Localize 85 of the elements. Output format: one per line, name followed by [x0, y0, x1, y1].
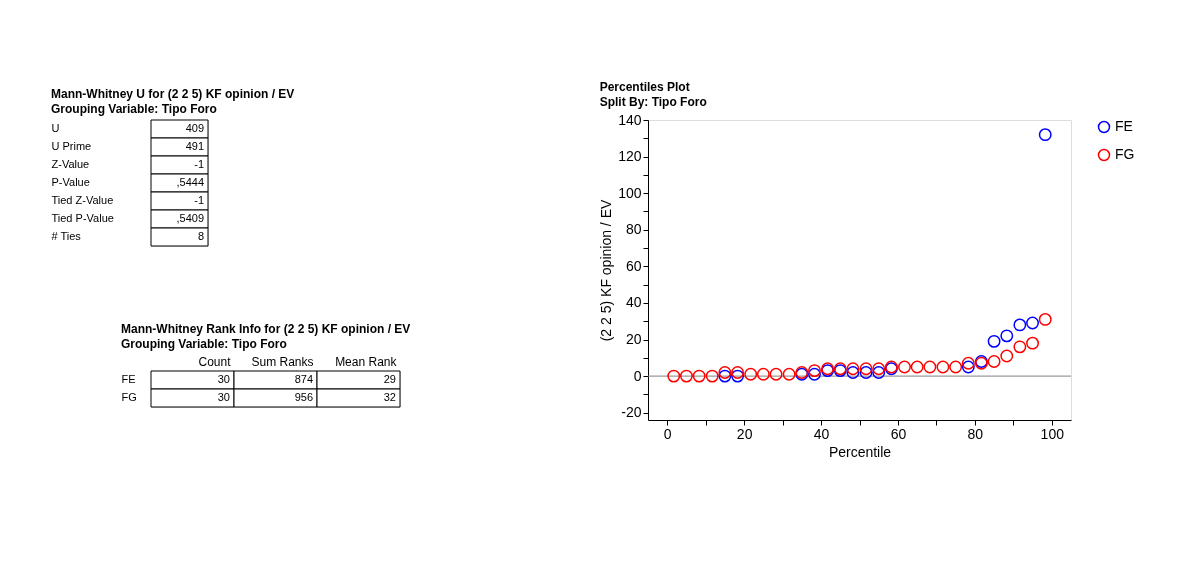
- data-label: 956: [294, 391, 313, 403]
- point: [987, 355, 1001, 368]
- text: Mann-Whitney U for (2 2 5) KF opinion / EV: [51, 86, 295, 101]
- y-tick-label: 0: [633, 367, 642, 384]
- point: [1000, 349, 1014, 363]
- point: [910, 360, 924, 374]
- category-label: Tied P-Value: [51, 212, 114, 224]
- text: 8: [197, 230, 204, 242]
- y-tick-label: 140: [618, 111, 642, 128]
- point: [1000, 329, 1014, 343]
- point: [1038, 128, 1052, 142]
- point: [718, 366, 732, 379]
- chart-subtitle: Split By: Tipo Foro: [599, 95, 707, 109]
- category-label: U Prime: [51, 140, 92, 152]
- point: [744, 367, 758, 381]
- x-tick-label: 80: [967, 425, 984, 442]
- data-label: 874: [294, 373, 313, 385]
- text: ,5444: [176, 176, 204, 188]
- legend-label: FE: [1115, 118, 1133, 134]
- point: [667, 369, 681, 383]
- point: [846, 362, 860, 376]
- chart-title: Percentiles Plot: [599, 80, 690, 94]
- text: Mann-Whitney Rank Info for (2 2 5) KF opinion / EV: [121, 322, 411, 336]
- series-label: Mean Rank: [335, 354, 398, 369]
- category-label: Z-Value: [51, 158, 90, 170]
- point: [1013, 340, 1027, 354]
- y-tick-label: 100: [618, 184, 642, 201]
- point: [987, 334, 1001, 348]
- point: [898, 360, 911, 374]
- y-tick-label: 20: [625, 331, 642, 348]
- point: [1038, 312, 1052, 326]
- point: [718, 369, 732, 383]
- data-label: 29: [383, 373, 396, 385]
- point: [1013, 318, 1027, 332]
- point: [872, 362, 886, 376]
- series-label: Sum Ranks: [251, 354, 314, 369]
- data-label: 30: [217, 373, 230, 385]
- text: -1: [194, 158, 204, 170]
- point: [756, 367, 770, 381]
- x-tick-label: 20: [736, 425, 753, 442]
- legend-label: FG: [1115, 146, 1135, 162]
- series-label: Count: [198, 354, 232, 369]
- point: [731, 366, 745, 379]
- x-tick-label: 40: [813, 425, 830, 442]
- text: 409: [185, 122, 204, 134]
- point: [769, 367, 783, 381]
- point: [731, 369, 745, 383]
- point: [923, 360, 937, 374]
- y-tick-label: 120: [618, 148, 642, 165]
- point: [859, 366, 873, 379]
- data-label: 32: [383, 391, 396, 403]
- text: 491: [185, 140, 204, 152]
- text: Grouping Variable: Tipo Foro: [121, 337, 287, 351]
- point: [1026, 336, 1039, 350]
- point: [872, 366, 886, 379]
- category-label: FG: [121, 391, 137, 403]
- point: [692, 369, 706, 383]
- point: [961, 360, 975, 374]
- category-label: # Ties: [51, 230, 82, 242]
- text: ,5409: [176, 212, 204, 224]
- category-label: FE: [121, 373, 136, 385]
- point: [859, 362, 873, 376]
- point: [705, 369, 719, 383]
- y-tick-label: 80: [625, 221, 642, 238]
- point: [846, 366, 860, 379]
- category-label: Tied Z-Value: [51, 194, 114, 206]
- point: [949, 360, 963, 374]
- x-tick-label: 100: [1040, 425, 1065, 442]
- point: [936, 360, 950, 374]
- x-tick-label: 60: [890, 425, 907, 442]
- y-tick-label: -20: [621, 404, 642, 421]
- point: [680, 369, 693, 383]
- point: [961, 356, 975, 370]
- point: [1026, 316, 1039, 330]
- text: Grouping Variable: Tipo Foro: [51, 101, 217, 116]
- y-tick-label: 60: [625, 257, 642, 274]
- x-axis-title: Percentile: [828, 443, 892, 460]
- y-axis-title: (2 2 5) KF opinion / EV: [598, 199, 615, 342]
- y-tick-label: 40: [625, 294, 642, 311]
- category-label: U: [51, 122, 60, 134]
- category-label: P-Value: [51, 176, 90, 188]
- point: [782, 367, 796, 381]
- data-label: 30: [217, 391, 230, 403]
- text: -1: [194, 194, 204, 206]
- x-tick-label: 0: [663, 425, 672, 442]
